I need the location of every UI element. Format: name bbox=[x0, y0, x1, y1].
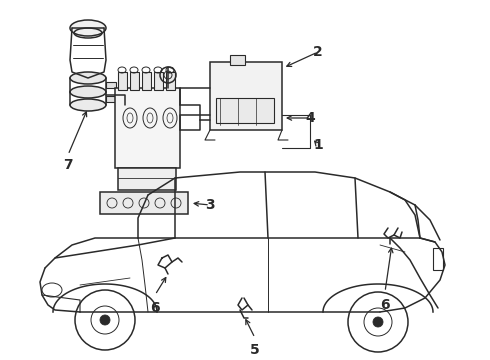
Bar bbox=[118, 168, 176, 190]
Text: 7: 7 bbox=[63, 158, 73, 172]
Bar bbox=[100, 192, 188, 214]
Bar bbox=[154, 72, 163, 90]
Ellipse shape bbox=[70, 72, 106, 84]
Bar bbox=[115, 88, 180, 168]
Ellipse shape bbox=[373, 317, 383, 327]
Bar bbox=[433, 248, 443, 270]
Bar bbox=[118, 72, 127, 90]
Text: 4: 4 bbox=[305, 111, 315, 125]
Ellipse shape bbox=[70, 20, 106, 36]
Bar bbox=[216, 98, 274, 123]
Bar bbox=[166, 72, 175, 90]
Bar bbox=[130, 72, 139, 90]
Bar bbox=[106, 82, 116, 88]
Text: 1: 1 bbox=[313, 138, 323, 152]
Bar bbox=[142, 72, 151, 90]
Ellipse shape bbox=[100, 315, 110, 325]
Text: 5: 5 bbox=[250, 343, 260, 357]
Bar bbox=[106, 96, 116, 102]
Text: 2: 2 bbox=[313, 45, 323, 59]
Text: 6: 6 bbox=[380, 298, 390, 312]
Text: 6: 6 bbox=[150, 301, 160, 315]
Ellipse shape bbox=[70, 86, 106, 98]
Bar bbox=[210, 62, 282, 130]
Bar bbox=[230, 55, 245, 65]
Ellipse shape bbox=[70, 99, 106, 111]
Text: 3: 3 bbox=[205, 198, 215, 212]
